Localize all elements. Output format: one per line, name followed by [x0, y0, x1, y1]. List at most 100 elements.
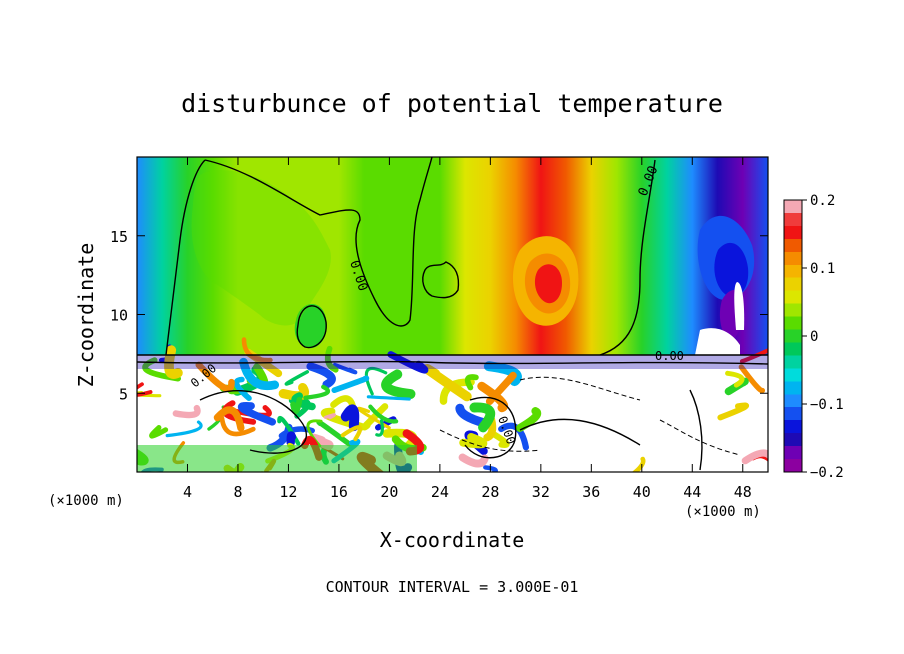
- colorbar-tick-label: 0.1: [810, 261, 835, 277]
- field-streak: [290, 396, 303, 414]
- colorbar-ticks: 0.2 0.1 0 −0.1 −0.2: [802, 193, 844, 481]
- y-tick-label: 5: [119, 385, 128, 403]
- field-streak: [230, 405, 272, 418]
- x-tick-label: 16: [330, 483, 348, 501]
- field-streak: [340, 404, 360, 432]
- field-streak: [239, 357, 280, 391]
- field-streak: [165, 420, 203, 438]
- y-tick-label: 15: [110, 228, 128, 246]
- x-tick-label: 20: [380, 483, 398, 501]
- contour-line-negative: [439, 429, 541, 452]
- field-streak: [306, 362, 336, 389]
- field-streak: [489, 430, 510, 448]
- contour-line: [599, 159, 656, 356]
- field-streak: [195, 361, 235, 392]
- contour-line: [137, 360, 768, 365]
- field-streak: [631, 456, 646, 472]
- contour-line: [422, 261, 460, 299]
- upper-layer-field: [137, 157, 768, 355]
- field-streak: [291, 392, 316, 411]
- x-tick-label: 8: [233, 483, 242, 501]
- y-axis: 5 10 15: [110, 228, 768, 403]
- plot-area: [137, 157, 768, 472]
- x-unit-left: (×1000 m): [48, 493, 124, 509]
- field-streak: [237, 401, 276, 426]
- colorbar-tick-label: 0.2: [810, 193, 835, 209]
- contour-lines: [137, 157, 768, 471]
- field-streak: [303, 384, 330, 400]
- field-blob: [294, 303, 327, 349]
- field-streak: [332, 362, 358, 375]
- field-streak: [364, 366, 388, 396]
- field-streak: [233, 376, 252, 401]
- x-tick-label: 24: [431, 483, 449, 501]
- y-tick-label: 10: [110, 307, 128, 325]
- x-tick-label: 28: [481, 483, 499, 501]
- contour-line: [199, 390, 307, 454]
- field-streak: [361, 403, 389, 431]
- field-streak: [738, 364, 766, 394]
- contour-line: [165, 159, 206, 356]
- field-streak: [387, 351, 429, 374]
- interface-band: [137, 355, 768, 369]
- field-blob: [734, 282, 745, 330]
- contour-line: [464, 396, 517, 459]
- field-streak: [725, 370, 745, 388]
- x-tick-label: 44: [683, 483, 701, 501]
- field-streak: [137, 382, 153, 397]
- contour-line-negative: [659, 419, 741, 456]
- x-unit-right: (×1000 m): [685, 504, 761, 520]
- field-streak: [172, 404, 201, 419]
- contour-line: [204, 157, 433, 327]
- field-streak: [368, 404, 399, 424]
- x-axis-label: X-coordinate: [380, 528, 525, 552]
- contour-interval-note: CONTOUR INTERVAL = 3.000E-01: [326, 578, 579, 596]
- upper-layer-features: [191, 170, 755, 355]
- field-streak: [464, 374, 479, 391]
- contour-line: [519, 418, 641, 446]
- field-blob: [695, 328, 740, 355]
- colorbar-tick-label: −0.1: [810, 397, 844, 413]
- field-streak: [323, 413, 337, 420]
- field-streak: [741, 449, 768, 465]
- contour-line-negative: [519, 376, 641, 401]
- field-streak: [469, 402, 496, 433]
- field-streak: [366, 395, 411, 401]
- chart-title: disturbunce of potential temperature: [181, 89, 723, 118]
- field-streak: [286, 431, 297, 447]
- field-streak: [515, 407, 542, 432]
- field-streak: [739, 348, 768, 364]
- field-streak: [459, 433, 488, 449]
- surface-band: [137, 445, 417, 472]
- field-streak: [381, 369, 416, 399]
- field-streak: [340, 425, 363, 442]
- contour-line: [689, 389, 703, 471]
- field-streak: [316, 419, 352, 447]
- field-streak: [331, 375, 370, 394]
- lower-layer-features: [137, 337, 768, 472]
- field-blob: [714, 242, 749, 297]
- x-tick-label: 36: [582, 483, 600, 501]
- colorbar: [783, 199, 803, 473]
- y-axis-label: Z-coordinate: [74, 243, 98, 388]
- colorbar-tick-label: −0.2: [810, 465, 844, 481]
- field-blob: [534, 264, 562, 304]
- field-streak: [717, 402, 750, 421]
- x-tick-label: 4: [183, 483, 192, 501]
- field-streak: [458, 453, 489, 468]
- contour-label: 0.00: [655, 349, 684, 363]
- field-streak: [213, 406, 245, 432]
- field-streak: [284, 370, 310, 386]
- contour-line: [296, 305, 327, 349]
- field-streak: [219, 416, 256, 437]
- x-axis: 4 8 12 16 20 24 28 32 36 40 44 48: [183, 157, 752, 501]
- field-streak: [422, 364, 472, 402]
- x-tick-label: 12: [279, 483, 297, 501]
- x-tick-label: 40: [633, 483, 651, 501]
- field-streak: [455, 403, 489, 428]
- field-blob: [191, 170, 331, 326]
- field-streak: [149, 425, 169, 439]
- x-tick-label: 48: [734, 483, 752, 501]
- colorbar-tick-label: 0: [810, 329, 818, 345]
